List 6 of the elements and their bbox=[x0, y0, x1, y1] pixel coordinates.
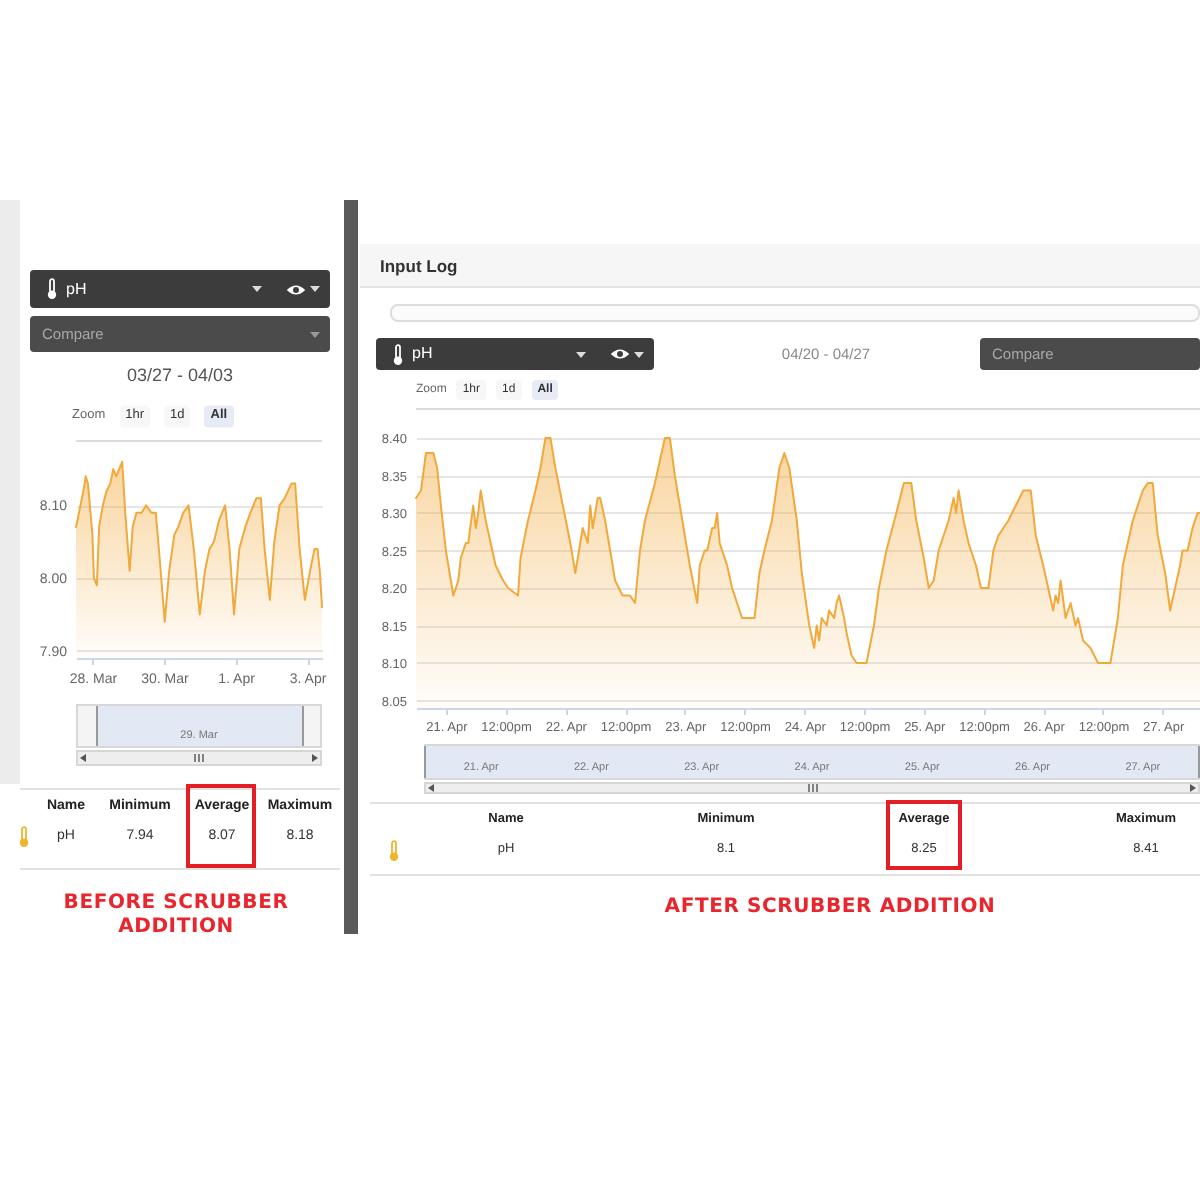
text: pH bbox=[66, 279, 87, 297]
text: pH bbox=[412, 344, 433, 362]
chart-title: 03/27 - 04/03 bbox=[126, 365, 234, 385]
text: BEFORE SCRUBBER ADDITION bbox=[61, 892, 291, 938]
text: AFTER SCRUBBER ADDITION bbox=[662, 896, 998, 919]
chart-title: Input Log bbox=[380, 255, 458, 276]
